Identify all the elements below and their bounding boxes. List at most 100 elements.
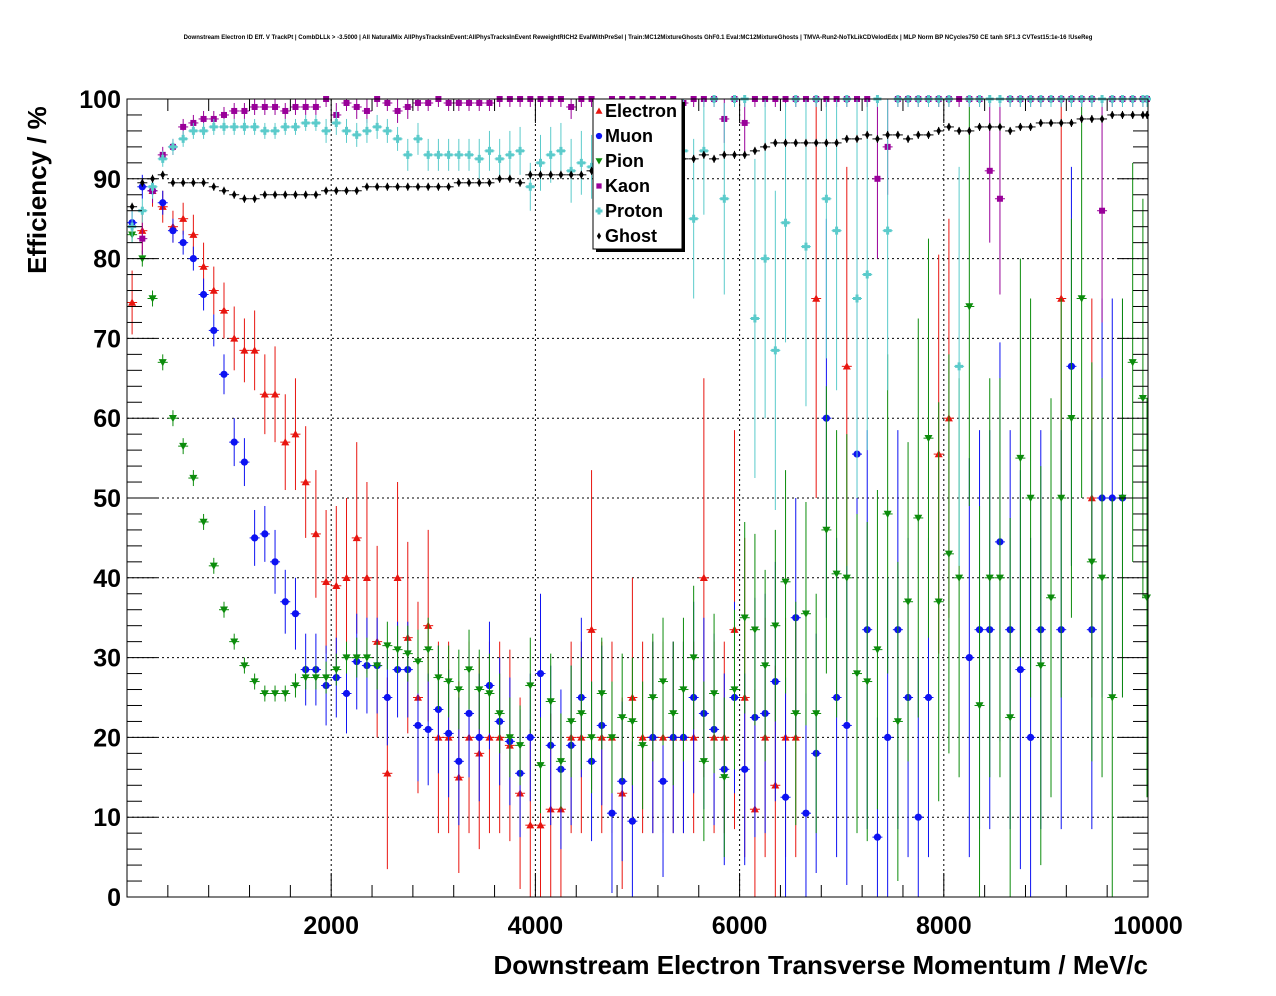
marker [342, 573, 351, 581]
data-point-kaon [515, 96, 526, 107]
marker [985, 574, 994, 582]
marker [231, 190, 237, 199]
marker [853, 670, 862, 678]
data-point-proton [1107, 95, 1118, 107]
data-point-proton [494, 138, 505, 179]
data-point-proton [423, 138, 434, 171]
marker [301, 478, 310, 486]
legend-box [592, 98, 683, 250]
data-point-proton [443, 138, 454, 171]
marker [801, 610, 810, 618]
data-point-muon [780, 677, 791, 897]
marker [1109, 110, 1115, 119]
data-point-ghost [494, 174, 505, 183]
marker [1016, 454, 1025, 463]
data-point-pion [1015, 258, 1026, 658]
marker [291, 122, 300, 131]
data-point-pion [412, 629, 423, 694]
data-point-ghost [157, 170, 168, 179]
data-point-pion [239, 657, 250, 674]
data-point-muon [249, 509, 260, 566]
data-point-pion [678, 617, 689, 762]
data-point-pion [637, 681, 648, 810]
data-point-pion [555, 713, 566, 810]
marker [158, 154, 167, 163]
marker [526, 733, 534, 742]
data-point-ghost [954, 126, 965, 135]
data-point-proton [208, 118, 219, 135]
data-point-ghost [290, 190, 301, 199]
data-point-ghost [800, 138, 811, 147]
marker [466, 178, 472, 187]
data-point-proton [882, 99, 893, 391]
marker [1098, 574, 1107, 582]
marker [332, 118, 341, 127]
data-point-kaon [290, 99, 301, 115]
data-point-ghost [259, 190, 270, 199]
data-point-ghost [453, 178, 464, 187]
marker [495, 154, 504, 163]
data-point-electron [270, 346, 281, 443]
marker [250, 678, 259, 686]
data-point-proton [1127, 95, 1138, 107]
data-point-ghost [780, 138, 791, 147]
marker [659, 777, 667, 785]
legend-marker-muon [595, 132, 603, 140]
data-point-muon [178, 230, 189, 255]
data-point-muon [218, 354, 229, 395]
data-point-pion [535, 717, 546, 814]
series-muon [127, 166, 1128, 897]
marker [691, 154, 697, 163]
marker [1026, 733, 1035, 742]
data-point-proton [729, 95, 740, 107]
data-point-ghost [249, 194, 260, 203]
marker [199, 262, 208, 270]
marker [1007, 126, 1013, 135]
marker [485, 690, 494, 698]
marker [230, 638, 239, 646]
data-point-pion [280, 685, 291, 702]
marker [781, 578, 790, 586]
marker [853, 294, 862, 303]
data-point-pion [688, 585, 699, 730]
data-point-ghost [535, 170, 546, 179]
data-point-ghost [433, 182, 444, 191]
marker [168, 142, 177, 151]
legend-label-electron: Electron [605, 101, 677, 121]
y-tick-label: 20 [93, 724, 121, 752]
data-point-proton [933, 95, 944, 107]
marker [926, 130, 931, 139]
data-point-proton [525, 162, 536, 211]
data-point-pion [964, 106, 975, 506]
marker [434, 150, 443, 159]
marker [364, 182, 370, 191]
marker [1067, 415, 1076, 423]
marker [710, 690, 719, 698]
marker [987, 122, 993, 131]
marker [1108, 694, 1117, 702]
marker [384, 182, 390, 191]
data-point-kaon [484, 99, 495, 111]
data-point-ghost [841, 134, 852, 143]
marker [250, 122, 259, 131]
marker [333, 186, 339, 195]
marker [628, 718, 637, 726]
data-point-ghost [178, 178, 189, 187]
data-point-electron [249, 310, 260, 391]
data-point-pion [974, 505, 985, 897]
data-point-kaon [545, 96, 556, 107]
marker [486, 99, 493, 106]
data-point-kaon [984, 99, 995, 243]
marker [1006, 714, 1015, 722]
marker [638, 742, 647, 750]
data-point-proton [688, 138, 699, 299]
data-point-ghost [719, 150, 730, 159]
data-point-proton [280, 118, 291, 135]
data-point-ghost [1035, 118, 1046, 127]
marker [750, 314, 759, 323]
data-point-electron [259, 354, 270, 435]
legend: Electron Muon Pion Kaon Proton Ghost [592, 98, 685, 252]
data-point-ghost [372, 182, 383, 191]
marker [863, 270, 872, 279]
marker [822, 526, 831, 534]
